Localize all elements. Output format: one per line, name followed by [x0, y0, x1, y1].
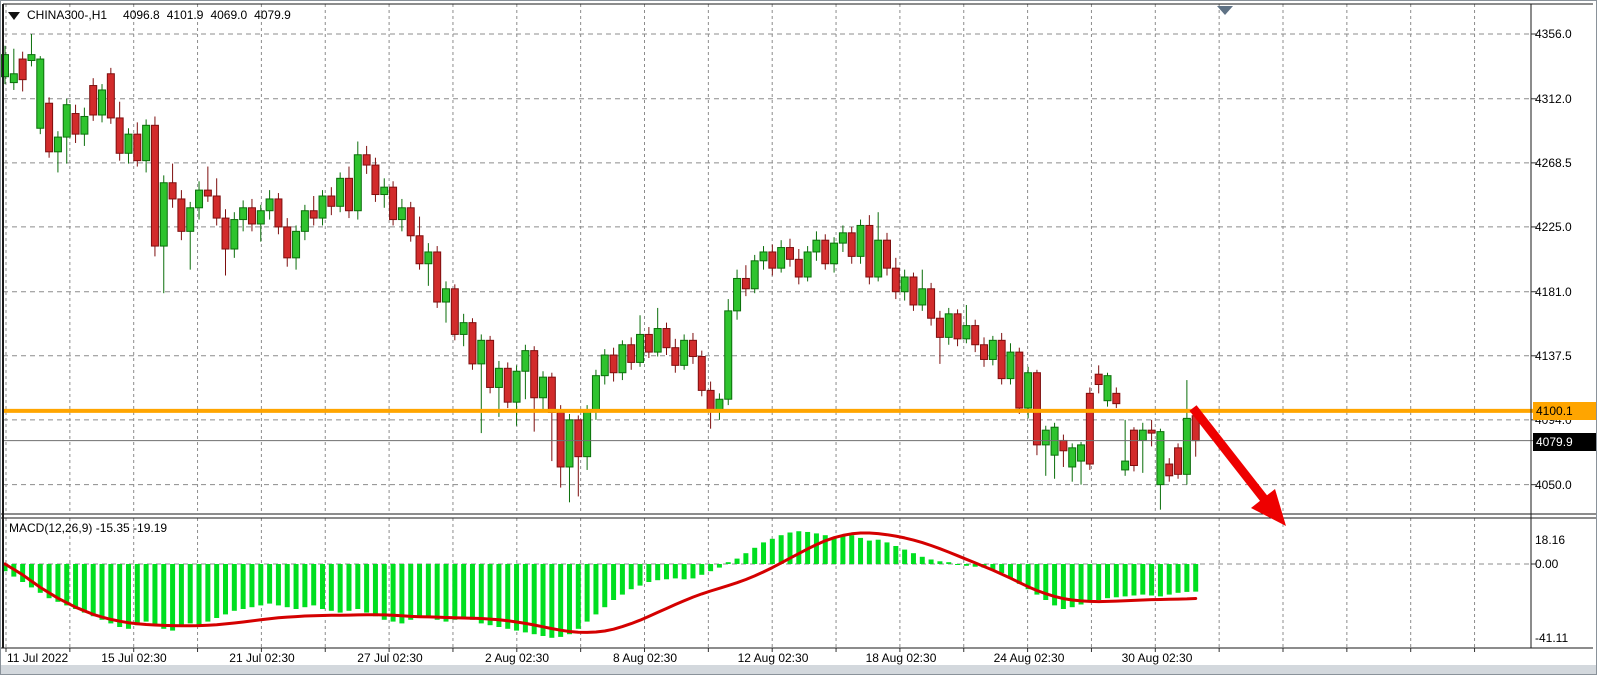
time-axis-label: 21 Jul 02:30	[229, 651, 295, 665]
macd-axis-label: -41.11	[1535, 631, 1569, 645]
time-axis-label: 27 Jul 02:30	[357, 651, 423, 665]
trend-arrow[interactable]	[1189, 405, 1286, 526]
low-value: 4069.0	[210, 8, 248, 22]
open-value: 4096.8	[123, 8, 160, 22]
price-axis-label: 4312.0	[1535, 91, 1572, 106]
macd-indicator-label: MACD(12,26,9) -15.35 -19.19	[9, 521, 168, 535]
time-axis-label: 15 Jul 02:30	[101, 651, 167, 665]
price-axis-label: 4137.5	[1535, 348, 1572, 363]
price-axis-label: 4356.0	[1535, 27, 1572, 41]
time-axis-label: 8 Aug 02:30	[612, 651, 678, 665]
macd-axis-label: 18.16	[1535, 533, 1566, 547]
time-axis-label: 2 Aug 02:30	[484, 651, 550, 665]
time-axis: 11 Jul 2022 15 Jul 02:30 21 Jul 02:30 27 Ju…	[1, 651, 1596, 666]
price-axis-label: 4050.0	[1535, 477, 1572, 492]
horizontal-scrollbar[interactable]	[1, 665, 1596, 674]
time-axis-label: 18 Aug 02:30	[865, 651, 937, 665]
time-axis-label: 24 Aug 02:30	[993, 651, 1065, 665]
time-axis-label: 30 Aug 02:30	[1121, 651, 1193, 665]
time-axis-label: 12 Aug 02:30	[737, 651, 809, 665]
pane-borders	[1, 3, 1596, 649]
chart-title: CHINA300-,H1 4096.8 4101.9 4069.0 4079.9	[8, 8, 298, 22]
candles-layer	[1, 34, 1200, 510]
price-axis-label: 4181.0	[1535, 284, 1572, 299]
price-axis: 4100.1 4079.9 4356.0 4312.0 4268.5 4225.0 41…	[1533, 1, 1596, 674]
time-axis-label: 11 Jul 2022	[7, 651, 69, 665]
symbol-dropdown-icon[interactable]	[8, 11, 20, 20]
horizontal-price-line[interactable]	[3, 408, 1596, 413]
close-value: 4079.9	[254, 8, 291, 22]
grid-layer	[3, 4, 1536, 652]
ohlc-values: 4096.8 4101.9 4069.0 4079.9	[123, 8, 298, 22]
current-price-badge: 4079.9	[1533, 433, 1596, 451]
price-axis-label: 4268.5	[1535, 155, 1572, 170]
macd-axis-label: 0.00	[1535, 557, 1559, 571]
symbol-label: CHINA300-,H1	[27, 8, 108, 22]
macd-histogram	[2, 531, 1199, 638]
chart-shift-marker[interactable]	[1217, 6, 1233, 15]
high-value: 4101.9	[166, 8, 204, 22]
macd-signal-line	[3, 531, 1198, 634]
price-axis-label: 4225.0	[1535, 219, 1572, 234]
hline-price-badge: 4100.1	[1533, 402, 1596, 420]
